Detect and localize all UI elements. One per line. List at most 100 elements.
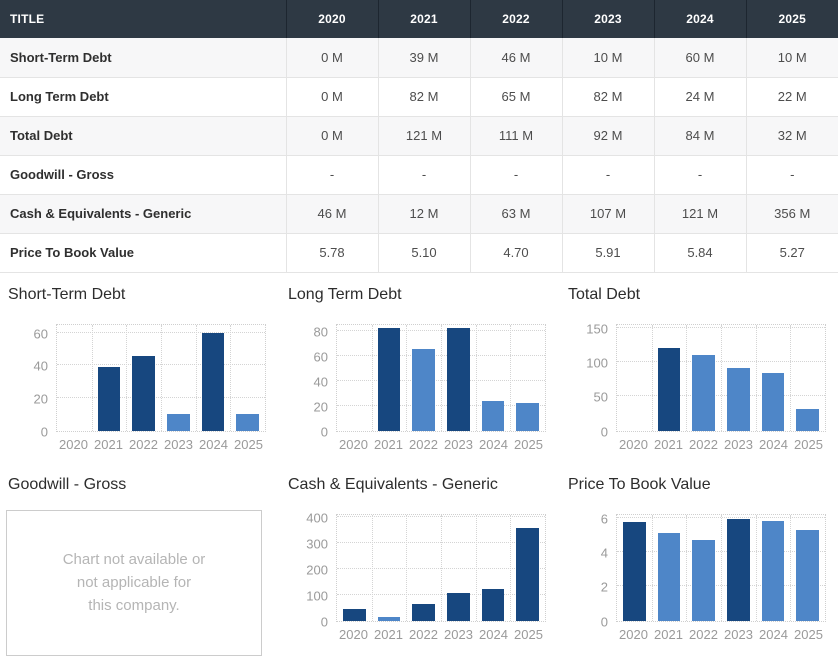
plot-area-wrap: 0 20 40 60 80 bbox=[280, 323, 560, 438]
v-gridline bbox=[721, 324, 722, 431]
cell-value: 107 M bbox=[561, 194, 654, 233]
x-axis-label: 2025 bbox=[794, 626, 823, 642]
financials-table: TITLE 2020 2021 2022 2023 2024 2025 Short-Term… bbox=[0, 0, 838, 273]
chart-not-available-text: this company. bbox=[88, 597, 180, 615]
cell-value: 5.10 bbox=[377, 233, 470, 272]
x-axis-label: 2024 bbox=[479, 626, 508, 642]
plot-area bbox=[616, 323, 826, 432]
column-header-year: 2021 bbox=[377, 0, 470, 38]
cell-value: 10 M bbox=[561, 38, 654, 77]
cell-value: 111 M bbox=[469, 116, 562, 155]
v-gridline bbox=[686, 514, 688, 621]
v-gridline bbox=[510, 514, 512, 621]
v-gridline bbox=[651, 514, 653, 621]
cell-value: 5.27 bbox=[745, 233, 838, 272]
cell-value: - bbox=[469, 155, 562, 194]
cell-value: 0 M bbox=[285, 38, 378, 77]
cell-value: 5.91 bbox=[561, 233, 654, 272]
cell-value: 12 M bbox=[377, 194, 470, 233]
chart-not-available-box: Chart not available or not applicable for… bbox=[6, 509, 262, 656]
bar-2022 bbox=[412, 604, 436, 621]
y-axis-label: 60 bbox=[33, 326, 48, 342]
bar-2022 bbox=[692, 540, 716, 621]
bar-2021 bbox=[97, 366, 121, 431]
cell-value: 4.70 bbox=[469, 233, 562, 272]
v-gridline bbox=[790, 514, 792, 621]
x-axis-label: 2021 bbox=[94, 436, 123, 452]
x-axis-label: 2025 bbox=[794, 436, 823, 452]
table-row: Goodwill - Gross - - - - - - bbox=[0, 155, 838, 194]
cell-value: 24 M bbox=[653, 77, 746, 116]
cell-value: 5.78 bbox=[285, 233, 378, 272]
v-gridline bbox=[371, 324, 373, 431]
x-axis-label: 2022 bbox=[689, 436, 718, 452]
chart-panel-goodwill-gross: Goodwill - Gross Chart not available or no… bbox=[0, 473, 280, 661]
cell-value: - bbox=[285, 155, 378, 194]
x-axis-label: 2022 bbox=[409, 436, 438, 452]
column-header-year: 2024 bbox=[653, 0, 746, 38]
cell-value: 65 M bbox=[469, 77, 562, 116]
x-axis-label: 2022 bbox=[689, 626, 718, 642]
x-axis-label: 2024 bbox=[479, 436, 508, 452]
cell-value: 46 M bbox=[469, 38, 562, 77]
cell-value: 0 M bbox=[285, 77, 378, 116]
y-axis-label: 80 bbox=[313, 324, 328, 340]
chart-panel-long-term-debt: Long Term Debt 0 20 40 60 80 2020 2021 2022 2023 2… bbox=[280, 283, 560, 473]
y-axis-label: 0 bbox=[600, 424, 608, 439]
y-axis-label: 200 bbox=[306, 562, 328, 578]
bar-2024 bbox=[481, 400, 505, 431]
column-header-year: 2020 bbox=[285, 0, 378, 38]
x-axis-label: 2021 bbox=[374, 436, 403, 452]
y-axis-label: 4 bbox=[600, 545, 608, 561]
x-axis-label: 2023 bbox=[444, 626, 473, 642]
column-header-year: 2025 bbox=[745, 0, 838, 38]
bar-2025 bbox=[796, 530, 820, 621]
x-axis-label: 2025 bbox=[514, 626, 543, 642]
y-axis-label: 6 bbox=[600, 511, 608, 527]
x-axis-label: 2020 bbox=[339, 626, 368, 642]
y-axis-label: 60 bbox=[313, 349, 328, 365]
charts-grid: Short-Term Debt 0 20 40 60 2020 2021 2022 2023 20… bbox=[0, 273, 838, 661]
row-label: Goodwill - Gross bbox=[10, 167, 115, 182]
y-axis-label: 0 bbox=[40, 424, 48, 439]
cell-value: - bbox=[377, 155, 470, 194]
v-gridline bbox=[230, 324, 232, 431]
table-body: Short-Term Debt 0 M 39 M 46 M 10 M 60 M 10 M Lo… bbox=[0, 38, 838, 272]
x-axis-label: 2025 bbox=[234, 436, 263, 452]
x-axis-label: 2020 bbox=[339, 436, 368, 452]
plot-area bbox=[56, 323, 266, 432]
v-gridline bbox=[91, 324, 93, 431]
y-axis-label: 400 bbox=[306, 510, 328, 526]
table-row: Long Term Debt 0 M 82 M 65 M 82 M 24 M 22 M bbox=[0, 77, 838, 116]
table-row: Cash & Equivalents - Generic 46 M 12 M 63 M… bbox=[0, 194, 838, 233]
x-axis-label: 2025 bbox=[514, 436, 543, 452]
cell-value: 46 M bbox=[285, 194, 378, 233]
v-gridline bbox=[651, 324, 653, 431]
v-gridline bbox=[790, 324, 792, 431]
bar-2025 bbox=[796, 408, 820, 431]
y-axis-label: 20 bbox=[313, 399, 328, 415]
cell-value: 60 M bbox=[653, 38, 746, 77]
table-header-row: TITLE 2020 2021 2022 2023 2024 2025 bbox=[0, 0, 838, 38]
x-axis-label: 2020 bbox=[59, 436, 88, 452]
bar-2023 bbox=[447, 592, 470, 621]
table-row: Price To Book Value 5.78 5.10 4.70 5.91 5.84 5… bbox=[0, 233, 838, 272]
v-gridline bbox=[441, 514, 442, 621]
x-axis-labels: 2020 2021 2022 2023 2024 2025 bbox=[616, 627, 826, 642]
plot-area bbox=[336, 513, 546, 622]
v-gridline bbox=[441, 324, 442, 431]
v-gridline bbox=[510, 324, 512, 431]
table-row: Short-Term Debt 0 M 39 M 46 M 10 M 60 M 10 M bbox=[0, 38, 838, 77]
plot-area bbox=[616, 513, 826, 622]
cell-value: 121 M bbox=[653, 194, 746, 233]
chart-title: Cash & Equivalents - Generic bbox=[288, 475, 498, 493]
bar-2022 bbox=[412, 349, 436, 431]
plot-area bbox=[336, 323, 546, 432]
chart-title: Total Debt bbox=[568, 285, 641, 303]
bar-2021 bbox=[377, 328, 401, 431]
cell-value: - bbox=[653, 155, 746, 194]
bar-2025 bbox=[236, 414, 260, 431]
bar-2022 bbox=[692, 354, 716, 431]
chart-panel-total-debt: Total Debt 0 50 100 150 2020 2021 2022 2023 2024 2… bbox=[560, 283, 838, 473]
